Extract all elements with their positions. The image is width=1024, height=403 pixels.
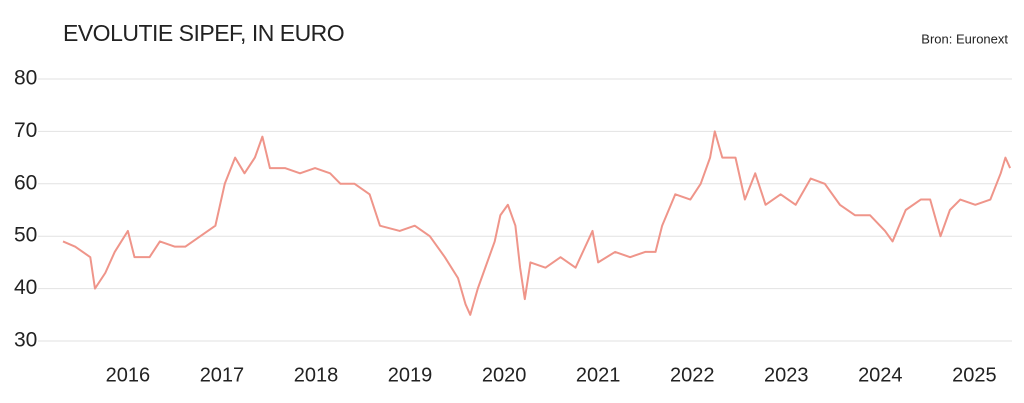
x-tick-label: 2017 — [200, 364, 245, 386]
x-tick-label: 2025 — [952, 364, 997, 386]
x-tick-label: 2020 — [482, 364, 527, 386]
x-tick-label: 2019 — [388, 364, 433, 386]
x-tick-label: 2023 — [764, 364, 809, 386]
y-tick-label: 40 — [14, 276, 37, 299]
y-tick-label: 60 — [14, 171, 37, 194]
x-tick-label: 2022 — [670, 364, 715, 386]
y-tick-label: 70 — [14, 119, 37, 142]
x-tick-label: 2016 — [106, 364, 151, 386]
y-tick-label: 50 — [14, 224, 37, 247]
chart-title: EVOLUTIE SIPEF, IN EURO — [63, 20, 344, 46]
x-tick-label: 2021 — [576, 364, 621, 386]
price-line — [62, 130, 1012, 316]
source: Bron: Euronext — [921, 31, 1008, 46]
y-tick-label: 30 — [14, 329, 37, 352]
x-tick-label: 2018 — [294, 364, 339, 386]
y-tick-label: 80 — [14, 67, 37, 90]
x-tick-label: 2024 — [858, 364, 903, 386]
